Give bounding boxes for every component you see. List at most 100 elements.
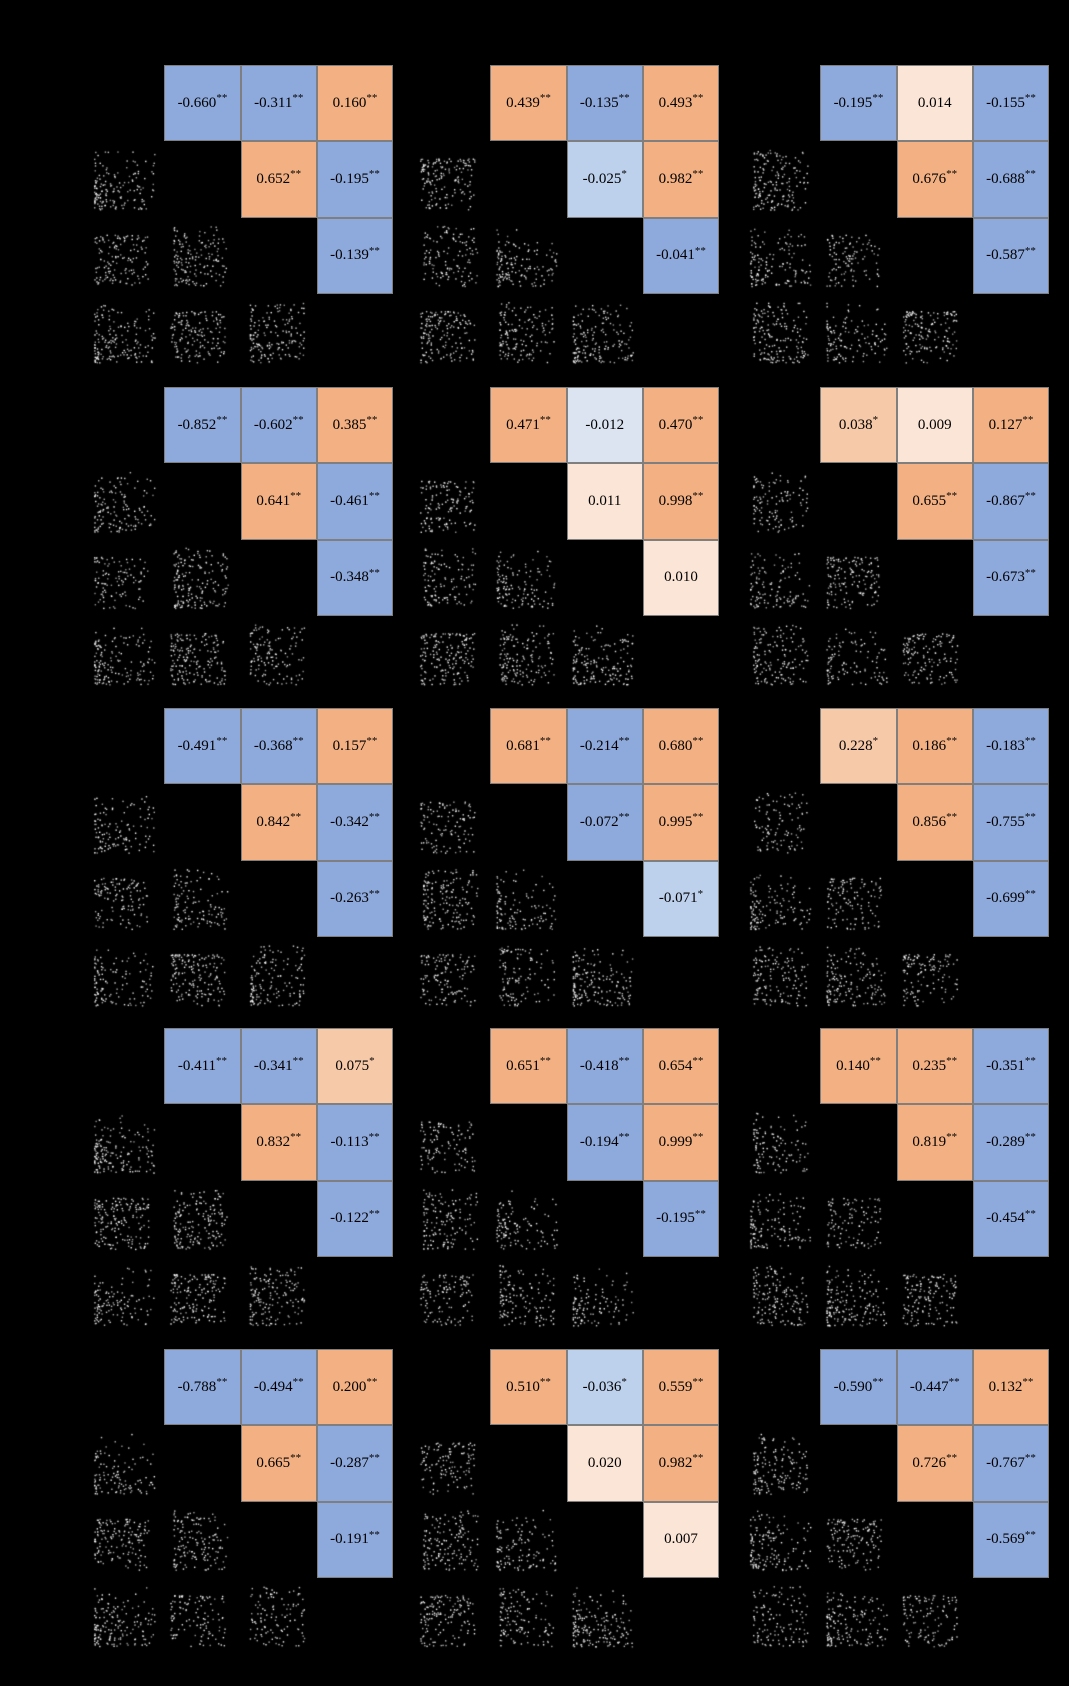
correlation-value: -0.461 bbox=[330, 492, 369, 509]
correlation-cell: -0.418 ** bbox=[566, 1028, 643, 1105]
correlation-value: 0.681 bbox=[506, 737, 540, 754]
correlation-cell: 0.009 bbox=[896, 387, 973, 464]
correlation-value: 0.132 bbox=[988, 1378, 1023, 1395]
scatter-matrix-panel-r4c1: -0.411 ** -0.341 ** 0.075 * 0.832 ** -0.113 ** -0.… bbox=[88, 1028, 394, 1333]
correlation-cell: -0.755 ** bbox=[972, 784, 1050, 861]
correlation-cell: 0.200 ** bbox=[316, 1349, 394, 1426]
correlation-value: 0.651 bbox=[506, 1057, 540, 1074]
correlation-value: -0.263 bbox=[330, 890, 369, 907]
scatter-matrix-panel-r2c2: 0.471 ** -0.012 0.470 ** 0.011 0.998 ** 0.010 bbox=[414, 387, 720, 692]
correlation-value: 0.010 bbox=[664, 569, 698, 586]
correlation-value: -0.767 bbox=[986, 1454, 1025, 1471]
correlation-value: -0.036 bbox=[582, 1378, 622, 1395]
correlation-value: -0.673 bbox=[986, 569, 1025, 586]
correlation-value: 0.680 bbox=[658, 737, 693, 754]
correlation-cell: 0.559 ** bbox=[642, 1349, 720, 1426]
correlation-cell: -0.036 * bbox=[566, 1349, 643, 1426]
correlation-cell: -0.767 ** bbox=[972, 1425, 1050, 1502]
correlation-value: -0.195 bbox=[833, 94, 873, 111]
correlation-cell: -0.494 ** bbox=[240, 1349, 317, 1426]
correlation-cell: -0.214 ** bbox=[566, 708, 643, 785]
correlation-cell: -0.194 ** bbox=[566, 1104, 643, 1181]
correlation-value: -0.289 bbox=[986, 1133, 1025, 1150]
correlation-cell: -0.195 ** bbox=[642, 1180, 720, 1257]
correlation-cell: 0.651 ** bbox=[490, 1028, 567, 1105]
correlation-cell: 0.007 bbox=[642, 1501, 720, 1578]
correlation-value: 0.654 bbox=[658, 1057, 693, 1074]
correlation-value: 0.007 bbox=[664, 1531, 698, 1548]
correlation-cell: 0.655 ** bbox=[896, 463, 973, 540]
correlation-value: 0.075 bbox=[335, 1057, 370, 1074]
correlation-value: -0.071 bbox=[658, 890, 698, 907]
correlation-cell: -0.012 bbox=[566, 387, 643, 464]
correlation-cell: -0.342 ** bbox=[316, 784, 394, 861]
correlation-value: 0.160 bbox=[332, 94, 367, 111]
correlation-value: -0.287 bbox=[330, 1454, 369, 1471]
correlation-cell: -0.025 * bbox=[566, 141, 643, 218]
correlation-cell: -0.041 ** bbox=[642, 217, 720, 294]
correlation-cell: -0.673 ** bbox=[972, 539, 1050, 616]
correlation-value: 0.676 bbox=[912, 170, 947, 187]
correlation-value: 0.982 bbox=[658, 170, 693, 187]
correlation-value: -0.025 bbox=[582, 170, 622, 187]
correlation-cell: -0.155 ** bbox=[972, 65, 1050, 142]
correlation-cell: -0.311 ** bbox=[240, 65, 317, 142]
correlation-cell: 0.186 ** bbox=[896, 708, 973, 785]
correlation-cell: -0.072 ** bbox=[566, 784, 643, 861]
correlation-cell: 0.832 ** bbox=[240, 1104, 317, 1181]
correlation-value: 0.020 bbox=[587, 1454, 622, 1471]
correlation-value: -0.194 bbox=[579, 1133, 619, 1150]
correlation-value: -0.491 bbox=[177, 737, 217, 754]
correlation-value: 0.127 bbox=[988, 416, 1023, 433]
correlation-value: 0.510 bbox=[506, 1378, 540, 1395]
correlation-cell: -0.351 ** bbox=[972, 1028, 1050, 1105]
correlation-cell: 0.075 * bbox=[316, 1028, 394, 1105]
correlation-value: 0.157 bbox=[332, 737, 367, 754]
scatter-matrix-panel-r3c3: 0.228 * 0.186 ** -0.183 ** 0.856 ** -0.755 ** -0.6… bbox=[744, 708, 1050, 1013]
correlation-value: 0.439 bbox=[506, 94, 540, 111]
correlation-value: 0.832 bbox=[256, 1133, 291, 1150]
correlation-cell: 0.127 ** bbox=[972, 387, 1050, 464]
scatter-matrix-panel-r5c1: -0.788 ** -0.494 ** 0.200 ** 0.665 ** -0.287 ** -0… bbox=[88, 1349, 394, 1654]
scatter-matrix-panel-r5c3: -0.590 ** -0.447 ** 0.132 ** 0.726 ** -0.767 ** -0… bbox=[744, 1349, 1050, 1654]
correlation-cell: -0.852 ** bbox=[164, 387, 241, 464]
correlation-cell: 0.998 ** bbox=[642, 463, 720, 540]
correlation-cell: 0.011 bbox=[566, 463, 643, 540]
correlation-value: 0.228 bbox=[838, 737, 873, 754]
scatter-matrix-panel-r5c2: 0.510 ** -0.036 * 0.559 ** 0.020 0.982 ** 0.007 bbox=[414, 1349, 720, 1654]
scatter-matrix-panel-r2c1: -0.852 ** -0.602 ** 0.385 ** 0.641 ** -0.461 ** -0… bbox=[88, 387, 394, 692]
correlation-cell: 0.014 bbox=[896, 65, 973, 142]
correlation-cell: -0.788 ** bbox=[164, 1349, 241, 1426]
correlation-value: 0.009 bbox=[917, 416, 952, 433]
correlation-cell: 0.038 * bbox=[820, 387, 897, 464]
correlation-value: -0.368 bbox=[253, 737, 293, 754]
correlation-value: -0.072 bbox=[579, 813, 619, 830]
correlation-cell: -0.569 ** bbox=[972, 1501, 1050, 1578]
correlation-value: 0.200 bbox=[332, 1378, 367, 1395]
correlation-cell: -0.368 ** bbox=[240, 708, 317, 785]
correlation-cell: -0.071 * bbox=[642, 860, 720, 937]
correlation-cell: 0.652 ** bbox=[240, 141, 317, 218]
correlation-cell: -0.688 ** bbox=[972, 141, 1050, 218]
correlation-value: -0.139 bbox=[330, 247, 369, 264]
correlation-value: 0.726 bbox=[912, 1454, 947, 1471]
correlation-cell: -0.699 ** bbox=[972, 860, 1050, 937]
correlation-value: -0.041 bbox=[656, 247, 695, 264]
scatter-matrix-panel-r4c3: 0.140 ** 0.235 ** -0.351 ** 0.819 ** -0.289 ** -0.… bbox=[744, 1028, 1050, 1333]
correlation-value: -0.113 bbox=[330, 1133, 369, 1150]
correlation-value: -0.135 bbox=[579, 94, 619, 111]
correlation-cell: 0.842 ** bbox=[240, 784, 317, 861]
correlation-value: -0.191 bbox=[330, 1531, 369, 1548]
correlation-value: 0.038 bbox=[838, 416, 873, 433]
scatter-matrix-panel-r1c3: -0.195 ** 0.014 -0.155 ** 0.676 ** -0.688 ** -0.5… bbox=[744, 65, 1050, 370]
correlation-value: -0.183 bbox=[986, 737, 1025, 754]
correlation-cell: 0.010 bbox=[642, 539, 720, 616]
correlation-cell: -0.289 ** bbox=[972, 1104, 1050, 1181]
correlation-cell: -0.491 ** bbox=[164, 708, 241, 785]
correlation-cell: 0.160 ** bbox=[316, 65, 394, 142]
correlation-value: 0.140 bbox=[836, 1057, 870, 1074]
correlation-value: -0.755 bbox=[986, 813, 1025, 830]
correlation-cell: -0.590 ** bbox=[820, 1349, 897, 1426]
correlation-cell: -0.183 ** bbox=[972, 708, 1050, 785]
